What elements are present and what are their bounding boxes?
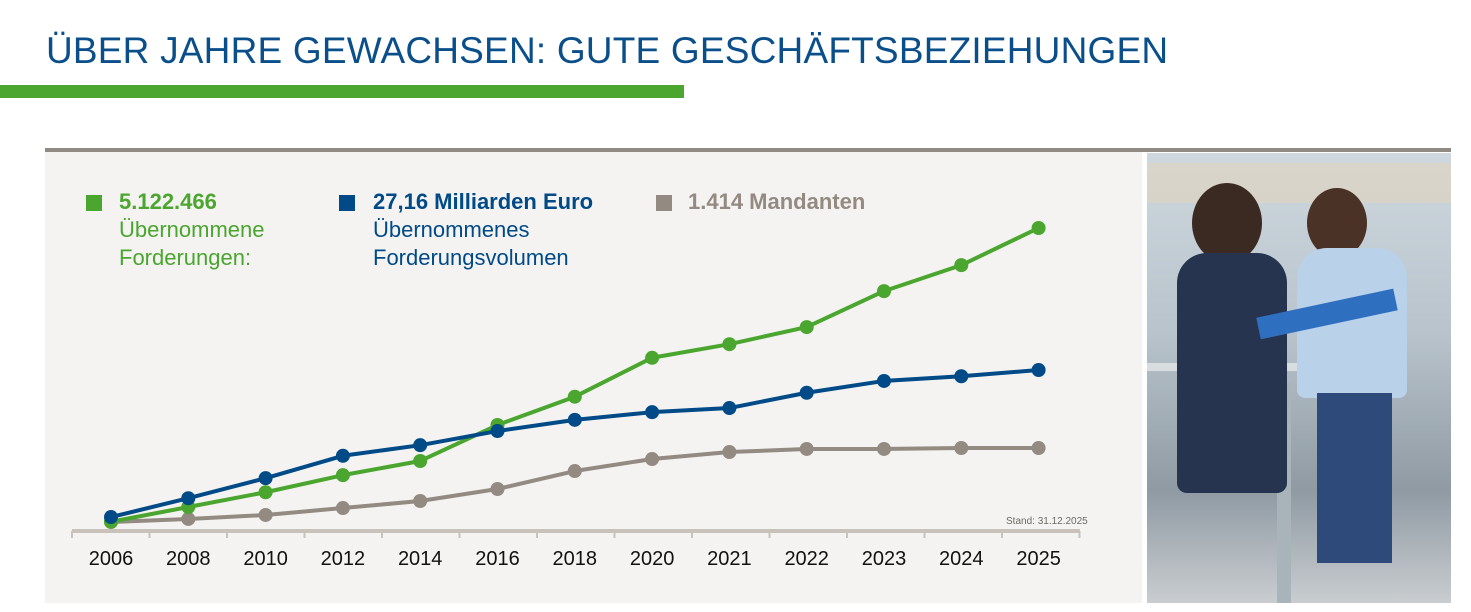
legend-swatch-green bbox=[86, 195, 102, 211]
x-tick-label: 2008 bbox=[166, 548, 211, 570]
data-point bbox=[954, 441, 969, 455]
x-tick-label: 2024 bbox=[939, 548, 984, 570]
page-title: ÜBER JAHRE GEWACHSEN: GUTE GESCHÄFTSBEZI… bbox=[46, 30, 1169, 71]
legend-value: 5.122.466 bbox=[119, 189, 217, 214]
legend-label: Forderungsvolumen bbox=[373, 245, 569, 270]
title-underline bbox=[0, 85, 684, 98]
data-point bbox=[181, 491, 196, 506]
legend-forderungen: 5.122.466 Übernommene Forderungen: bbox=[119, 188, 265, 272]
data-point bbox=[567, 412, 582, 427]
data-point bbox=[1031, 221, 1046, 235]
data-point bbox=[258, 471, 273, 486]
legend-swatch-blue bbox=[339, 195, 355, 211]
legend-label: Forderungen: bbox=[119, 245, 252, 270]
data-point bbox=[335, 501, 350, 516]
data-point bbox=[413, 438, 428, 453]
data-point bbox=[877, 284, 891, 299]
data-point bbox=[799, 441, 814, 456]
x-tick-label: 2020 bbox=[630, 548, 675, 570]
data-point bbox=[799, 320, 814, 335]
x-tick-label: 2021 bbox=[707, 548, 752, 570]
x-tick-label: 2023 bbox=[862, 548, 907, 570]
legend-value: 27,16 Milliarden Euro bbox=[373, 189, 594, 214]
series-line bbox=[110, 446, 1039, 524]
data-point bbox=[722, 401, 737, 416]
data-point bbox=[335, 468, 350, 483]
data-point bbox=[104, 510, 118, 525]
data-point bbox=[954, 258, 969, 273]
data-point bbox=[877, 373, 891, 388]
data-point bbox=[1031, 441, 1046, 455]
legend-label: Übernommene bbox=[119, 217, 265, 242]
data-point bbox=[645, 452, 660, 467]
data-point bbox=[954, 369, 969, 384]
x-tick-label: 2014 bbox=[398, 548, 443, 570]
legend-value: 1.414 Mandanten bbox=[688, 189, 866, 214]
data-point bbox=[490, 482, 505, 496]
x-tick-label: 2016 bbox=[475, 548, 520, 570]
data-point bbox=[258, 485, 273, 500]
photo-two-women-with-folder bbox=[1147, 153, 1451, 603]
data-point bbox=[877, 441, 891, 456]
data-point bbox=[567, 389, 582, 404]
x-tick-label: 2012 bbox=[321, 548, 366, 570]
data-point bbox=[181, 511, 196, 526]
legend-volumen: 27,16 Milliarden Euro Übernommenes Forde… bbox=[373, 188, 593, 272]
data-point bbox=[567, 464, 582, 479]
data-point bbox=[645, 405, 660, 420]
data-point bbox=[722, 445, 737, 460]
x-tick-label: 2025 bbox=[1016, 548, 1061, 570]
data-point bbox=[1031, 363, 1046, 377]
data-point bbox=[645, 350, 660, 365]
x-tick-label: 2010 bbox=[243, 548, 288, 570]
x-tick-label: 2022 bbox=[784, 548, 829, 570]
x-tick-label: 2006 bbox=[89, 548, 134, 570]
x-tick-label: 2018 bbox=[553, 548, 598, 570]
data-point bbox=[413, 494, 428, 509]
legend-mandanten: 1.414 Mandanten bbox=[688, 188, 865, 216]
stand-date: Stand: 31.12.2025 bbox=[1006, 516, 1088, 527]
legend-label: Übernommenes bbox=[373, 217, 530, 242]
data-point bbox=[413, 453, 428, 468]
legend-swatch-grey bbox=[656, 195, 672, 211]
divider bbox=[45, 148, 1451, 152]
data-point bbox=[722, 337, 737, 352]
data-point bbox=[490, 424, 505, 439]
data-point bbox=[335, 448, 350, 463]
data-point bbox=[258, 507, 273, 522]
data-point bbox=[799, 385, 814, 400]
